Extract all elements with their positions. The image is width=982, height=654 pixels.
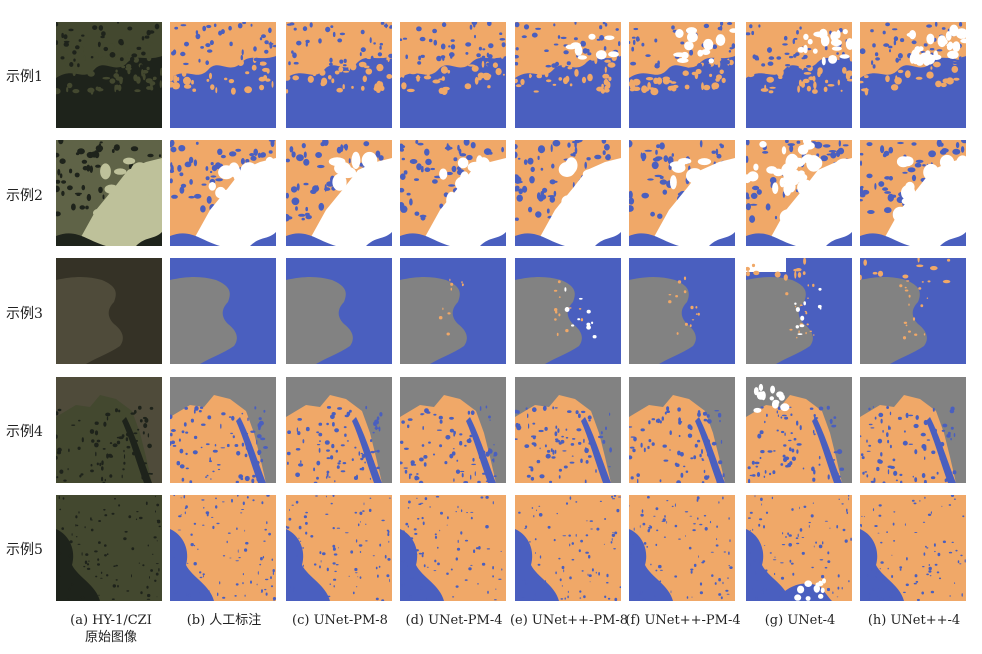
caption-unet-4: (g) UNet-4	[764, 613, 836, 628]
image-example2-original	[56, 140, 162, 246]
image-example2-manual-label	[170, 140, 276, 246]
caption-unetpp-pm-8: (e) UNet++-PM-8	[509, 613, 629, 628]
image-example3-unetpp-4	[860, 258, 966, 364]
image-example3-unet-pm-8	[286, 258, 392, 364]
image-example2-unet-pm-4	[400, 140, 506, 246]
image-example5-unet-4	[746, 495, 852, 601]
image-example5-unetpp-pm-4	[629, 495, 735, 601]
row-label-4: 示例4	[6, 424, 43, 440]
image-example5-unet-pm-4	[400, 495, 506, 601]
image-example5-unet-pm-8	[286, 495, 392, 601]
image-example3-original	[56, 258, 162, 364]
image-example4-unetpp-4	[860, 377, 966, 483]
caption-unet-pm-4: (d) UNet-PM-4	[405, 613, 503, 628]
image-example4-unet-pm-8	[286, 377, 392, 483]
caption-original-line1: (a) HY-1/CZI	[70, 613, 152, 628]
image-example5-original	[56, 495, 162, 601]
caption-manual-label: (b) 人工标注	[186, 613, 262, 628]
image-example2-unetpp-4	[860, 140, 966, 246]
image-example4-unet-4	[746, 377, 852, 483]
row-label-5: 示例5	[6, 542, 43, 558]
image-example5-unetpp-pm-8	[515, 495, 621, 601]
caption-unetpp-4: (h) UNet++-4	[867, 613, 961, 628]
row-label-2: 示例2	[6, 188, 43, 204]
image-example1-unet-4	[746, 22, 852, 128]
image-example1-unetpp-pm-8	[515, 22, 621, 128]
image-example4-manual-label	[170, 377, 276, 483]
image-example3-manual-label	[170, 258, 276, 364]
image-example1-unetpp-4	[860, 22, 966, 128]
caption-unet-pm-8: (c) UNet-PM-8	[292, 613, 388, 628]
image-example5-manual-label	[170, 495, 276, 601]
caption-original-line2: 原始图像	[84, 630, 137, 645]
image-example2-unetpp-pm-8	[515, 140, 621, 246]
image-example2-unet-pm-8	[286, 140, 392, 246]
image-example3-unet-pm-4	[400, 258, 506, 364]
image-example3-unetpp-pm-8	[515, 258, 621, 364]
row-label-1: 示例1	[6, 69, 43, 85]
row-label-3: 示例3	[6, 306, 43, 322]
caption-unetpp-pm-4: (f) UNet++-PM-4	[625, 613, 741, 628]
image-example1-manual-label	[170, 22, 276, 128]
image-example4-original	[56, 377, 162, 483]
image-example3-unet-4	[746, 258, 852, 364]
image-example4-unetpp-pm-4	[629, 377, 735, 483]
image-example1-original	[56, 22, 162, 128]
image-example1-unetpp-pm-4	[629, 22, 735, 128]
image-example4-unet-pm-4	[400, 377, 506, 483]
image-example3-unetpp-pm-4	[629, 258, 735, 364]
caption-original: (a) HY-1/CZI 原始图像	[51, 612, 171, 646]
image-example1-unet-pm-4	[400, 22, 506, 128]
image-example2-unetpp-pm-4	[629, 140, 735, 246]
image-example2-unet-4	[746, 140, 852, 246]
image-example4-unetpp-pm-8	[515, 377, 621, 483]
image-example5-unetpp-4	[860, 495, 966, 601]
image-example1-unet-pm-8	[286, 22, 392, 128]
